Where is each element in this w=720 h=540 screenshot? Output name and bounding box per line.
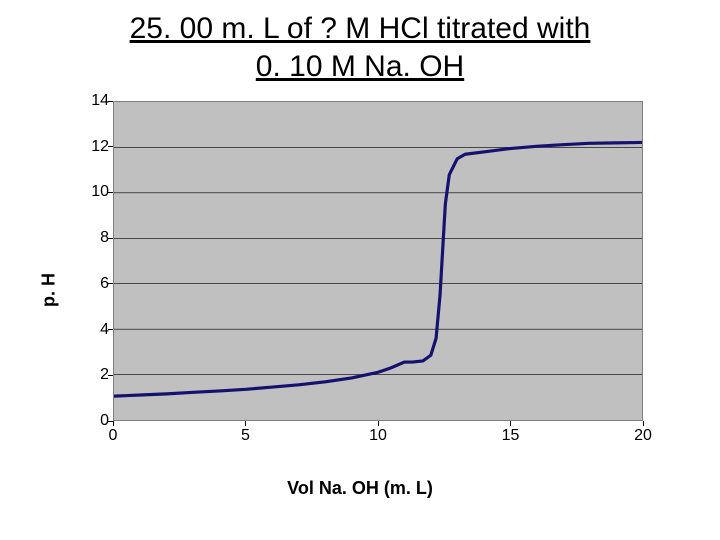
y-tick-label: 12 <box>69 138 109 156</box>
y-tick-mark <box>108 329 113 330</box>
x-tick-mark <box>245 421 246 426</box>
plot-area <box>113 101 643 421</box>
y-tick-label: 8 <box>69 229 109 247</box>
y-tick-label: 0 <box>69 412 109 430</box>
x-tick-mark <box>378 421 379 426</box>
chart-svg <box>114 102 642 420</box>
title-line-1: 25. 00 m. L of ? M HCl titrated with <box>130 12 591 45</box>
y-tick-label: 10 <box>69 183 109 201</box>
y-tick-label: 4 <box>69 321 109 339</box>
y-tick-mark <box>108 192 113 193</box>
y-tick-label: 14 <box>69 92 109 110</box>
y-tick-mark <box>108 146 113 147</box>
x-tick-label: 20 <box>634 427 652 445</box>
y-tick-mark <box>108 238 113 239</box>
x-axis-label: Vol Na. OH (m. L) <box>287 478 433 499</box>
x-tick-mark <box>510 421 511 426</box>
y-tick-mark <box>108 101 113 102</box>
title-line-2: 0. 10 M Na. OH <box>256 50 464 83</box>
titration-chart: p. H Vol Na. OH (m. L) 02468101214051015… <box>55 95 665 485</box>
y-tick-label: 2 <box>69 366 109 384</box>
y-axis-label: p. H <box>39 273 60 307</box>
y-tick-mark <box>108 283 113 284</box>
x-tick-label: 0 <box>109 427 118 445</box>
x-tick-mark <box>643 421 644 426</box>
x-tick-label: 5 <box>241 427 250 445</box>
x-tick-label: 15 <box>502 427 520 445</box>
y-tick-label: 6 <box>69 275 109 293</box>
y-tick-mark <box>108 375 113 376</box>
x-tick-label: 10 <box>369 427 387 445</box>
slide-title: 25. 00 m. L of ? M HCl titrated with 0. … <box>20 10 700 85</box>
x-tick-mark <box>113 421 114 426</box>
